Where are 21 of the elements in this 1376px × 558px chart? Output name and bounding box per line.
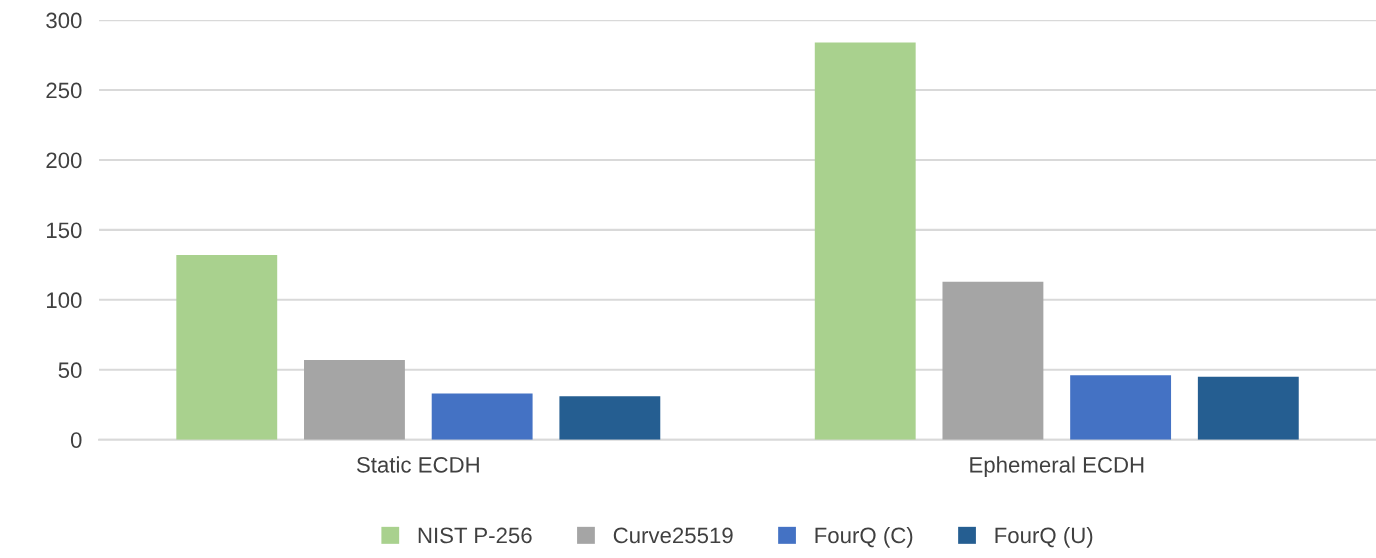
x-tick-label: Ephemeral ECDH <box>970 456 1144 478</box>
y-tick-label: 150 <box>47 222 82 239</box>
y-tick-label: 100 <box>47 292 82 309</box>
legend-label: Curve25519 <box>613 527 733 544</box>
bar <box>1197 376 1299 440</box>
bar <box>942 281 1044 440</box>
x-tick-label: Static ECDH <box>356 456 479 473</box>
bar <box>559 396 661 440</box>
y-tick-label: 0 <box>70 432 82 448</box>
bar <box>1070 375 1172 440</box>
bar <box>176 255 278 440</box>
legend-label: FourQ (C) <box>815 526 913 548</box>
y-tick-label: 50 <box>58 362 82 379</box>
legend-label: NIST P-256 <box>418 527 532 544</box>
y-tick-label: 200 <box>46 152 82 169</box>
y-tick-label: 300 <box>46 12 82 29</box>
bar <box>814 42 916 440</box>
legend-label: FourQ (U) <box>995 526 1093 548</box>
bar <box>304 359 405 440</box>
bar <box>431 393 533 440</box>
y-tick-label: 250 <box>46 82 82 99</box>
